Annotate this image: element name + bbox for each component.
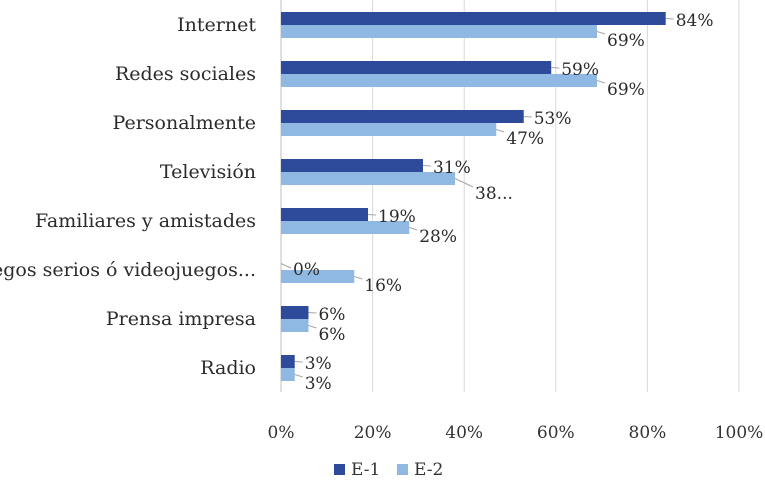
data-label-e1-personalmente: 53% — [534, 109, 572, 129]
data-label-e2-television: 38... — [475, 184, 513, 204]
data-label-e1-radio: 3% — [305, 354, 332, 374]
data-label-e2-personalmente: 47% — [506, 129, 544, 149]
category-label-personalmente: Personalmente — [113, 112, 256, 134]
category-label-juegos-serios-o-videojuegos: Juegos serios ó videojuegos... — [0, 259, 256, 281]
bar-e1-redes-sociales — [281, 61, 552, 74]
bar-e1-prensa-impresa — [281, 306, 309, 319]
x-tick-label: 100% — [715, 423, 764, 443]
leader-line-e2 — [354, 276, 363, 280]
leader-line-e1 — [280, 263, 292, 269]
category-labels: Internet Redes sociales Personalmente Telev… — [0, 14, 256, 379]
bar-e1-radio — [281, 355, 295, 368]
category-label-television: Televisión — [160, 161, 256, 183]
legend-label-e1: E-1 — [351, 460, 380, 480]
data-label-e2-prensa-impresa: 6% — [318, 325, 345, 345]
data-label-e2-redes-sociales: 69% — [607, 80, 645, 100]
data-label-e1-television: 31% — [433, 158, 471, 178]
data-label-e1-internet: 84% — [676, 11, 714, 31]
leader-line-e2 — [496, 129, 505, 133]
x-tick-label: 0% — [268, 423, 295, 443]
data-label-e2-familiares-y-amistades: 28% — [419, 227, 457, 247]
x-tick-label: 80% — [629, 423, 667, 443]
leader-line-e1 — [422, 165, 432, 167]
data-label-e2-internet: 69% — [607, 31, 645, 51]
bar-e2-prensa-impresa — [281, 319, 309, 332]
bar-e2-juegos-serios-o-videojuegos — [281, 270, 355, 283]
bar-e1-personalmente — [281, 110, 524, 123]
leader-line-e1 — [523, 116, 532, 118]
category-label-prensa-impresa: Prensa impresa — [106, 308, 256, 330]
bar-e2-television — [281, 172, 456, 185]
data-label-e1-redes-sociales: 59% — [561, 60, 599, 80]
bars — [281, 12, 666, 381]
legend-swatch-e2 — [397, 464, 408, 475]
leader-line-e1 — [551, 67, 560, 69]
legend-label-e2: E-2 — [414, 460, 443, 480]
leader-line-e2 — [409, 227, 418, 231]
bar-e1-television — [281, 159, 423, 172]
bar-e2-radio — [281, 368, 295, 381]
category-label-redes-sociales: Redes sociales — [115, 63, 256, 85]
data-label-e2-radio: 3% — [305, 374, 332, 394]
x-tick-label: 40% — [445, 423, 483, 443]
data-label-e2-juegos-serios-o-videojuegos: 16% — [364, 276, 402, 296]
legend-swatch-e1 — [334, 464, 345, 475]
bar-e2-internet — [281, 25, 598, 38]
data-label-e1-juegos-serios-o-videojuegos: 0% — [293, 260, 320, 280]
bar-e2-familiares-y-amistades — [281, 221, 410, 234]
category-label-internet: Internet — [177, 14, 256, 36]
data-label-e1-familiares-y-amistades: 19% — [378, 207, 416, 227]
label-leader-lines — [280, 18, 674, 378]
bar-e2-redes-sociales — [281, 74, 598, 87]
leader-line-e2 — [596, 31, 606, 35]
x-tick-label: 20% — [354, 423, 392, 443]
bar-e2-personalmente — [281, 123, 497, 136]
leader-line-e2 — [308, 325, 317, 329]
leader-line-e2 — [596, 80, 606, 84]
category-label-familiares-y-amistades: Familiares y amistades — [35, 210, 256, 232]
category-label-radio: Radio — [200, 357, 256, 379]
x-tick-label: 60% — [537, 423, 575, 443]
leader-line-e2 — [294, 374, 303, 378]
data-label-e1-prensa-impresa: 6% — [318, 305, 345, 325]
bar-e1-internet — [281, 12, 666, 25]
legend: E-1 E-2 — [334, 460, 443, 480]
leader-line-e1 — [308, 312, 317, 314]
bar-e1-familiares-y-amistades — [281, 208, 369, 221]
leader-line-e1 — [294, 361, 303, 363]
leader-line-e2 — [454, 178, 474, 188]
x-tick-labels: 0% 20% 40% 60% 80% 100% — [268, 423, 764, 443]
leader-line-e1 — [665, 18, 674, 20]
leader-line-e1 — [367, 214, 377, 216]
data-labels: 84% 69% 59% 69% 53%47% 31%38... 19%28% 0% 16% 6%6… — [293, 11, 714, 394]
